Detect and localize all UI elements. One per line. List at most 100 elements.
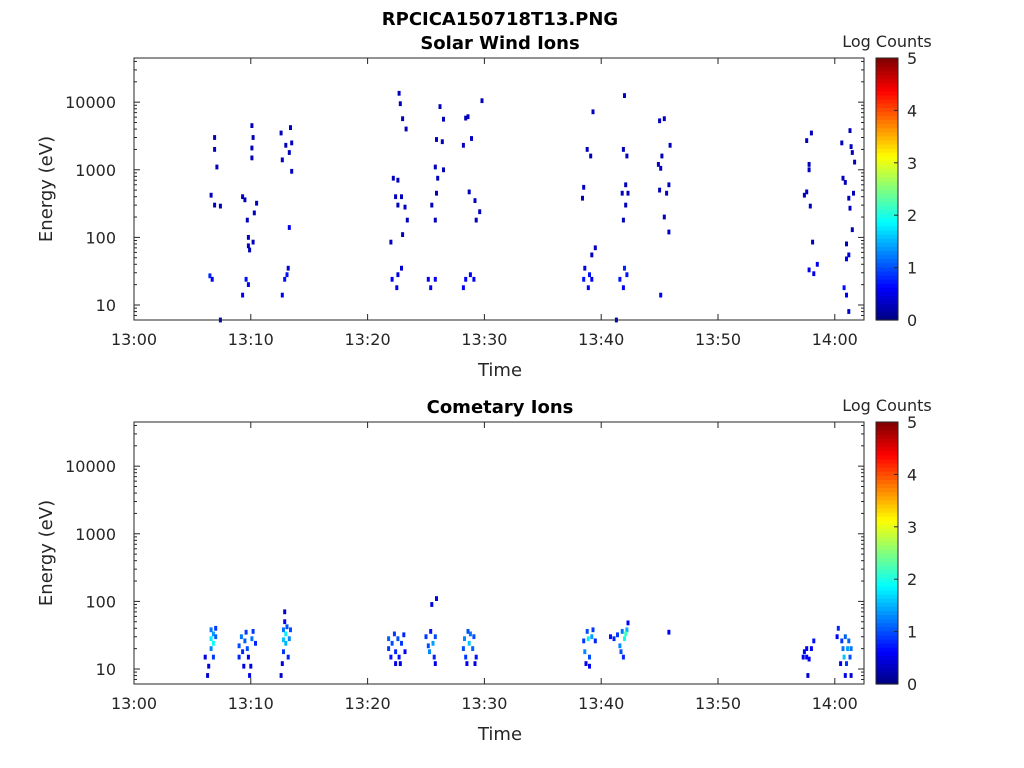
heatmap-cell [387, 636, 391, 642]
heatmap-cell [589, 153, 593, 159]
colorbar-segment [876, 450, 898, 456]
heatmap-cell [585, 147, 589, 152]
colorbar-segment [876, 197, 898, 202]
colorbar-tick-label: 2 [907, 206, 917, 225]
colorbar-segment [876, 622, 898, 628]
heatmap-cell [624, 182, 628, 188]
heatmap-cell [811, 239, 815, 245]
heatmap-cell [842, 654, 846, 660]
heatmap-cell [209, 192, 213, 198]
colorbar-segment [876, 565, 898, 570]
x-tick-label: 13:00 [111, 330, 157, 349]
heatmap-cell [583, 649, 587, 655]
heatmap-cell [621, 147, 625, 152]
colorbar-segment [876, 254, 898, 260]
x-tick-label: 13:50 [695, 694, 741, 713]
heatmap-cell [590, 276, 594, 282]
colorbar-segment [876, 152, 898, 157]
heatmap-cell [659, 292, 663, 298]
heatmap-cell [237, 654, 241, 660]
heatmap-cell [662, 116, 666, 122]
colorbar-segment [876, 66, 898, 71]
heatmap-cell [461, 285, 465, 291]
colorbar-segment [876, 430, 898, 435]
heatmap-cell [662, 214, 666, 220]
y-axis: 10 100 1000 10000 [65, 60, 864, 321]
heatmap-cell [400, 640, 403, 646]
colorbar-segment [876, 520, 898, 525]
heatmap-cell [237, 643, 241, 649]
colorbar-segment [876, 82, 898, 88]
colorbar-segment [876, 671, 898, 677]
heatmap-cell [656, 162, 660, 167]
heatmap-cell [618, 643, 622, 649]
colorbar-segment [876, 471, 898, 476]
heatmap-cell [283, 619, 287, 625]
heatmap-cell [625, 627, 629, 633]
heatmap-cell [442, 167, 445, 173]
figure-title: RPCICA150718T13.PNG [382, 9, 618, 30]
colorbar-segment [876, 250, 898, 256]
y-tick-label: 1000 [75, 161, 116, 180]
heatmap-cell [625, 272, 629, 278]
heatmap-cell [243, 197, 247, 203]
heatmap-cell [849, 144, 853, 149]
colorbar-tick-label: 4 [907, 465, 917, 484]
colorbar-segment [876, 614, 898, 620]
y-tick-label: 10 [96, 660, 116, 679]
colorbar-segment [876, 90, 898, 96]
colorbar-segment [876, 606, 898, 611]
panel-title: Cometary Ions [427, 397, 574, 418]
colorbar-segment [876, 168, 898, 174]
colorbar-segment [876, 634, 898, 640]
heatmap-cell [626, 190, 630, 196]
colorbar-label: Log Counts [842, 32, 932, 51]
heatmap-cell [809, 130, 813, 136]
colorbar-segment [876, 528, 898, 534]
heatmap-cell [208, 273, 212, 279]
heatmap-cell [400, 194, 403, 200]
heatmap-cell [623, 636, 626, 642]
colorbar-segment [876, 139, 898, 145]
colorbar-segment [876, 262, 898, 268]
heatmap-cell [440, 139, 444, 145]
heatmap-cell [286, 265, 290, 271]
heatmap-cell [252, 210, 256, 216]
heatmap-cell [218, 203, 222, 209]
heatmap-cell [389, 654, 393, 660]
heatmap-cell [464, 654, 468, 660]
heatmap-cell [850, 150, 854, 155]
plot-area-frame [133, 421, 865, 685]
heatmap-cell [473, 198, 477, 203]
heatmap-cell [280, 157, 284, 163]
colorbar-segment [876, 135, 898, 141]
heatmap-cell [250, 145, 254, 151]
x-tick-label: 14:00 [812, 694, 858, 713]
heatmap-cell [395, 285, 399, 291]
colorbar-segment [876, 479, 898, 484]
colorbar-tick-label: 5 [907, 413, 917, 432]
heatmap-cell [466, 629, 470, 634]
colorbar-segment [876, 78, 898, 84]
colorbar-segment [876, 127, 898, 133]
heatmap-cell [807, 656, 811, 662]
heatmap-cell [660, 153, 664, 159]
heatmap-cell [246, 282, 250, 287]
heatmap-cell [279, 673, 283, 678]
heatmap-cell [246, 654, 250, 660]
heatmap-cell [463, 636, 466, 642]
heatmap-cell [842, 285, 846, 291]
colorbar-segment [876, 184, 898, 190]
heatmap-cell [470, 136, 473, 141]
heatmap-cell [289, 627, 292, 633]
x-axis: 13:00 13:10 13:20 13:30 13:40 13:50 14:00 [111, 422, 858, 713]
y-tick-label: 10 [96, 296, 116, 315]
heatmap-cell [405, 217, 409, 223]
heatmap-cell [840, 140, 844, 146]
y-axis: 10 100 1000 10000 [65, 424, 864, 685]
heatmap-cell [243, 638, 247, 644]
colorbar-segment [876, 679, 898, 685]
heatmap-cell [397, 90, 401, 96]
heatmap-cell [429, 285, 433, 291]
